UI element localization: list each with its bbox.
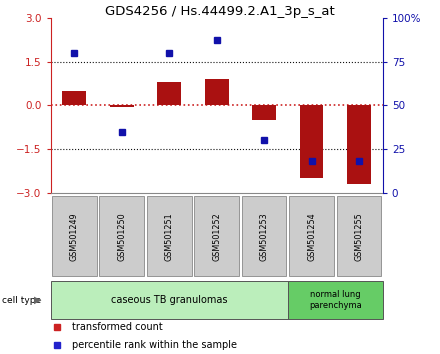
Text: cell type: cell type: [2, 296, 41, 304]
Bar: [62, 91, 86, 105]
Text: GDS4256 / Hs.44499.2.A1_3p_s_at: GDS4256 / Hs.44499.2.A1_3p_s_at: [105, 5, 335, 18]
Text: GSM501251: GSM501251: [165, 212, 174, 261]
Bar: [158, 82, 181, 105]
Text: normal lung
parenchyma: normal lung parenchyma: [309, 290, 362, 310]
Bar: [300, 105, 323, 178]
Bar: [347, 105, 371, 184]
Text: percentile rank within the sample: percentile rank within the sample: [72, 340, 237, 350]
Text: caseous TB granulomas: caseous TB granulomas: [111, 295, 227, 305]
Bar: [99, 196, 144, 276]
Text: GSM501253: GSM501253: [260, 212, 269, 261]
Bar: [147, 196, 191, 276]
Bar: [252, 105, 276, 120]
Bar: [51, 281, 288, 319]
Bar: [205, 79, 228, 105]
Bar: [290, 196, 334, 276]
Text: ▶: ▶: [33, 295, 41, 305]
Text: GSM501255: GSM501255: [355, 212, 363, 261]
Bar: [337, 196, 381, 276]
Text: GSM501252: GSM501252: [212, 212, 221, 261]
Bar: [52, 196, 97, 276]
Bar: [288, 281, 383, 319]
Text: GSM501254: GSM501254: [307, 212, 316, 261]
Bar: [242, 196, 286, 276]
Bar: [194, 196, 239, 276]
Text: GSM501249: GSM501249: [70, 212, 79, 261]
Text: GSM501250: GSM501250: [117, 212, 126, 261]
Text: transformed count: transformed count: [72, 322, 163, 332]
Bar: [110, 105, 134, 107]
